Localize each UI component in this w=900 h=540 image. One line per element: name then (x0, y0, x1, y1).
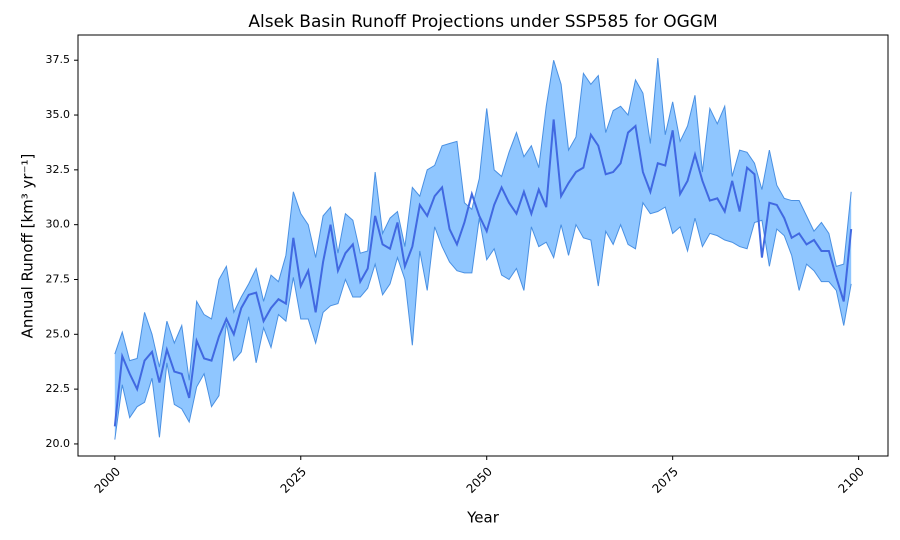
mean-line (113, 119, 853, 427)
band-lower-edge (114, 201, 852, 440)
band-upper-edge (114, 57, 852, 381)
y-tick-label: 35.0 (46, 108, 71, 121)
y-tick-label: 37.5 (46, 53, 71, 66)
plot-frame (77, 34, 889, 457)
x-tick-label: 2050 (464, 464, 495, 495)
band-area (114, 58, 852, 440)
x-tick-label: 2025 (278, 464, 309, 495)
x-tick-label: 2075 (650, 464, 681, 495)
y-tick-label: 22.5 (46, 382, 71, 395)
y-tick-label: 27.5 (46, 272, 71, 285)
x-axis-label: Year (466, 509, 500, 527)
chart-title: Alsek Basin Runoff Projections under SSP… (248, 12, 717, 32)
x-tick-label: 2000 (92, 464, 123, 495)
y-tick-label: 20.0 (46, 437, 71, 450)
y-tick-label: 30.0 (46, 218, 71, 231)
y-tick-label: 25.0 (46, 327, 71, 340)
x-tick-label: 2100 (835, 464, 866, 495)
y-tick-label: 32.5 (46, 163, 71, 176)
y-axis-label: Annual Runoff [km³ yr⁻¹] (19, 154, 37, 339)
